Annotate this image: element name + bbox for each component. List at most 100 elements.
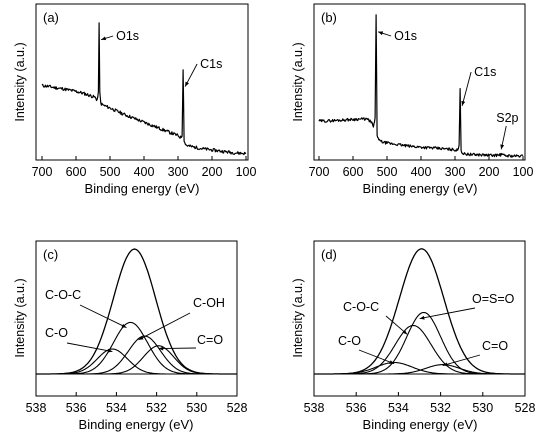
panel-a-frame <box>35 3 249 161</box>
panel-d-xlabel: Binding energy (eV) <box>363 417 478 432</box>
panel-b-xtick-label-100: 100 <box>513 165 534 179</box>
panel-b-spectrum-line <box>318 14 524 158</box>
panel-d-label: (d) <box>321 247 337 262</box>
panel-c-xlabel: Binding energy (eV) <box>79 417 194 432</box>
panel-b-xtick-label-700: 700 <box>309 165 330 179</box>
panel-a-xtick-label-500: 500 <box>100 165 121 179</box>
panel-c-label-c-o: C-O <box>45 326 68 340</box>
panel-a-xtick-label-300: 300 <box>168 165 189 179</box>
panel-c-xtick-label-528: 528 <box>227 401 248 415</box>
panel-a-xtick-label-700: 700 <box>32 165 53 179</box>
panel-a-xtick-label-100: 100 <box>236 165 257 179</box>
panel-c-component-c-o <box>36 345 237 375</box>
panel-c-annotations: C-O C-O-C C-OH C=O <box>45 288 225 353</box>
panel-a-plot <box>41 22 247 156</box>
panel-d-arrowhead-o-s-o <box>419 315 425 320</box>
panel-b-xtick-label-400: 400 <box>411 165 432 179</box>
panel-b-xtick-label-600: 600 <box>343 165 364 179</box>
panel-d-frame <box>313 240 526 397</box>
panel-d-xtick-label-532: 532 <box>430 401 451 415</box>
panel-c-arrow-c-o-c <box>79 304 127 328</box>
panel-d-envelope <box>314 248 525 375</box>
panel-d-xtick-label-534: 534 <box>388 401 409 415</box>
panel-d-xticks: 538 536 534 532 530 528 <box>304 392 536 415</box>
panel-a-xticks: 700 600 500 400 300 200 100 <box>32 156 257 179</box>
panel-b-ylabel: Intensity (a.u.) <box>291 42 305 121</box>
panel-b-arrowhead-o1s <box>378 31 384 36</box>
panel-d: (d) Intensity (a.u.) Binding energy (eV)… <box>291 240 536 432</box>
panel-c-arrow-c-oh <box>138 312 191 341</box>
panel-d-annotations: C-O C-O-C O=S=O C=O <box>338 292 515 367</box>
panel-c-frame <box>35 240 238 397</box>
panel-c-xtick-label-532: 532 <box>146 401 167 415</box>
panel-b-annotations: O1s C1s S2p <box>377 29 519 150</box>
panel-d-component-c-o <box>314 361 525 375</box>
panel-b: (b) Intensity (a.u.) Binding energy (eV)… <box>291 3 534 196</box>
panel-d-label-c-o-c: C-O-C <box>343 300 379 314</box>
panel-d-arrowhead-c-o <box>389 360 395 364</box>
panel-c-envelope <box>36 248 237 375</box>
panel-c-arrowhead-c-o <box>158 346 164 351</box>
panel-b-arrow-c1s <box>461 71 472 106</box>
panel-a-xlabel: Binding energy (eV) <box>85 181 200 196</box>
panel-c-xtick-label-534: 534 <box>106 401 127 415</box>
panel-c-component-c-o <box>36 348 237 375</box>
panel-b-xtick-label-200: 200 <box>479 165 500 179</box>
panel-b-plot <box>318 14 524 158</box>
panel-b-arrowhead-s2p <box>500 144 505 150</box>
panel-d-label-c-o: C-O <box>338 334 361 348</box>
panel-c-xtick-label-530: 530 <box>186 401 207 415</box>
panel-d-xtick-label-528: 528 <box>515 401 536 415</box>
panel-a-xtick-label-200: 200 <box>202 165 223 179</box>
panel-a-xtick-label-600: 600 <box>66 165 87 179</box>
panel-a-ylabel: Intensity (a.u.) <box>13 42 27 121</box>
panel-d-arrow-c-o <box>442 354 481 366</box>
panel-a-arrowhead-o1s <box>101 36 107 41</box>
panel-d-plot <box>314 248 525 375</box>
panel-c-label-c-oh: C-OH <box>193 296 225 310</box>
panel-d-arrowhead-c-o <box>442 362 448 367</box>
panel-c-label-c-o: C=O <box>197 333 223 347</box>
panel-d-label-o-s-o: O=S=O <box>472 292 515 306</box>
panel-a-arrowhead-c1s <box>185 81 189 87</box>
panel-d-arrow-o-s-o <box>419 307 476 320</box>
panel-a-label: (a) <box>43 10 59 25</box>
panel-d-xtick-label-536: 536 <box>346 401 367 415</box>
panel-b-annotation-c1s: C1s <box>474 65 496 79</box>
panel-c-arrowhead-c-o <box>107 348 113 353</box>
panel-c-arrow-c-o <box>66 342 113 352</box>
panel-c-xticks: 538 536 534 532 530 528 <box>26 392 248 415</box>
panel-a: (a) Intensity (a.u.) Binding energy (eV)… <box>13 3 257 196</box>
panel-c-arrowhead-c-o-c <box>121 323 127 328</box>
panel-d-arrowhead-c-o-c <box>402 329 408 335</box>
panel-a-xtick-label-400: 400 <box>134 165 155 179</box>
panel-d-ylabel: Intensity (a.u.) <box>291 278 305 357</box>
panel-b-xticks: 700 600 500 400 300 200 100 <box>309 156 534 179</box>
panel-b-arrowhead-c1s <box>461 100 466 106</box>
panel-d-xtick-label-530: 530 <box>472 401 493 415</box>
panel-a-annotation-c1s: C1s <box>200 57 222 71</box>
panel-a-annotation-o1s: O1s <box>116 29 139 43</box>
panel-c-ylabel: Intensity (a.u.) <box>13 278 27 357</box>
panel-b-xtick-label-500: 500 <box>377 165 398 179</box>
panel-c-arrowhead-c-oh <box>138 335 144 340</box>
panel-d-arrow-c-o-c <box>385 315 408 335</box>
panel-c-arrow-c-o <box>158 347 197 350</box>
panel-b-label: (b) <box>321 10 337 25</box>
panel-d-arrow-c-o <box>358 349 395 365</box>
panel-c: (c) Intensity (a.u.) Binding energy (eV)… <box>13 240 248 432</box>
panel-d-label-c-o: C=O <box>482 339 508 353</box>
panel-a-spectrum-line <box>41 22 247 156</box>
panel-c-xtick-label-538: 538 <box>26 401 47 415</box>
panel-b-frame <box>313 3 526 161</box>
panel-c-plot <box>36 248 237 375</box>
panel-c-label: (c) <box>43 247 58 262</box>
panel-b-annotation-s2p: S2p <box>496 111 518 125</box>
panel-b-annotation-o1s: O1s <box>394 29 417 43</box>
panel-a-annotations: O1s C1s <box>100 29 222 87</box>
panel-b-xlabel: Binding energy (eV) <box>363 181 478 196</box>
panel-d-xtick-label-538: 538 <box>304 401 325 415</box>
panel-b-xtick-label-300: 300 <box>445 165 466 179</box>
panel-c-label-c-o-c: C-O-C <box>45 288 81 302</box>
